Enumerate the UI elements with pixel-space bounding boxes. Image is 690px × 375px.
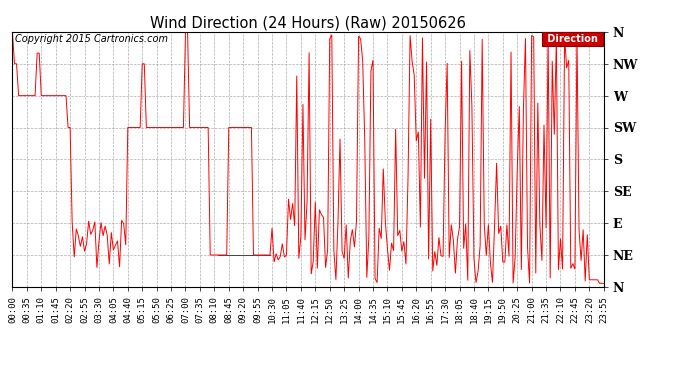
- Text: Copyright 2015 Cartronics.com: Copyright 2015 Cartronics.com: [15, 34, 168, 44]
- Text: Direction: Direction: [544, 34, 601, 44]
- Title: Wind Direction (24 Hours) (Raw) 20150626: Wind Direction (24 Hours) (Raw) 20150626: [150, 16, 466, 31]
